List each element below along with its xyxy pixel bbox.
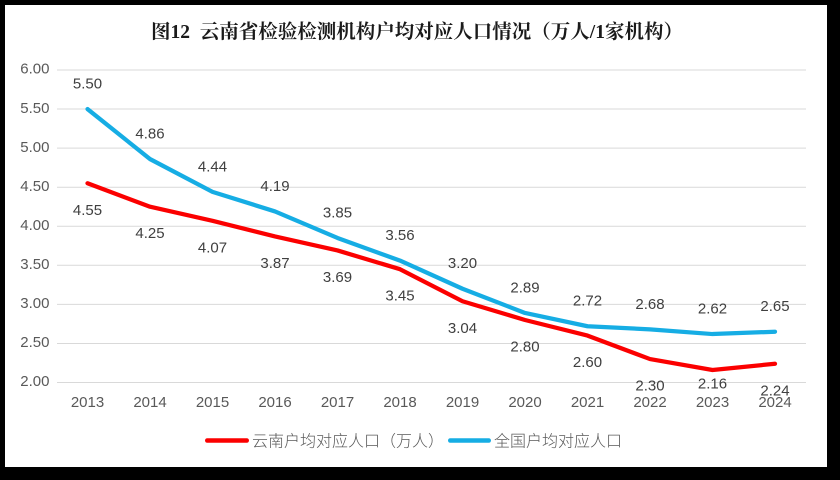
svg-text:3.20: 3.20	[448, 255, 477, 272]
svg-text:2018: 2018	[383, 394, 416, 411]
svg-text:2.24: 2.24	[760, 382, 789, 399]
svg-text:2019: 2019	[446, 394, 479, 411]
svg-text:6.00: 6.00	[20, 61, 49, 78]
svg-text:2.62: 2.62	[698, 300, 727, 317]
svg-text:2015: 2015	[196, 394, 229, 411]
svg-text:2.89: 2.89	[510, 279, 539, 296]
svg-text:2022: 2022	[633, 394, 666, 411]
svg-text:4.25: 4.25	[135, 225, 164, 242]
svg-text:2.65: 2.65	[760, 298, 789, 315]
svg-text:4.19: 4.19	[260, 178, 289, 195]
svg-text:3.87: 3.87	[260, 255, 289, 272]
svg-text:3.56: 3.56	[385, 227, 414, 244]
svg-text:3.85: 3.85	[323, 204, 352, 221]
svg-text:2024: 2024	[758, 394, 791, 411]
svg-text:2013: 2013	[71, 394, 104, 411]
svg-text:4.86: 4.86	[135, 125, 164, 142]
svg-text:2014: 2014	[133, 394, 166, 411]
svg-text:3.69: 3.69	[323, 269, 352, 286]
svg-text:2016: 2016	[258, 394, 291, 411]
svg-text:2.00: 2.00	[20, 373, 49, 390]
svg-text:5.50: 5.50	[73, 75, 102, 92]
svg-text:3.00: 3.00	[20, 295, 49, 312]
svg-text:4.07: 4.07	[198, 239, 227, 256]
svg-text:4.44: 4.44	[198, 158, 227, 175]
svg-text:3.04: 3.04	[448, 320, 477, 337]
svg-text:4.55: 4.55	[73, 202, 102, 219]
svg-text:4.00: 4.00	[20, 217, 49, 234]
svg-text:2.68: 2.68	[635, 296, 664, 313]
svg-text:2.16: 2.16	[698, 376, 727, 393]
svg-text:云南户均对应人口（万人）: 云南户均对应人口（万人）	[252, 433, 444, 451]
svg-text:3.45: 3.45	[385, 288, 414, 305]
svg-text:5.50: 5.50	[20, 100, 49, 117]
svg-text:2.50: 2.50	[20, 334, 49, 351]
svg-text:2.30: 2.30	[635, 378, 664, 395]
svg-text:2.80: 2.80	[510, 339, 539, 356]
svg-text:2021: 2021	[571, 394, 604, 411]
svg-text:3.50: 3.50	[20, 256, 49, 273]
svg-text:全国户均对应人口: 全国户均对应人口	[494, 433, 622, 451]
svg-text:2.60: 2.60	[573, 354, 602, 371]
svg-text:2017: 2017	[321, 394, 354, 411]
svg-text:2020: 2020	[508, 394, 541, 411]
svg-text:2023: 2023	[696, 394, 729, 411]
svg-text:2.72: 2.72	[573, 293, 602, 310]
svg-text:4.50: 4.50	[20, 178, 49, 195]
svg-text:5.00: 5.00	[20, 139, 49, 156]
